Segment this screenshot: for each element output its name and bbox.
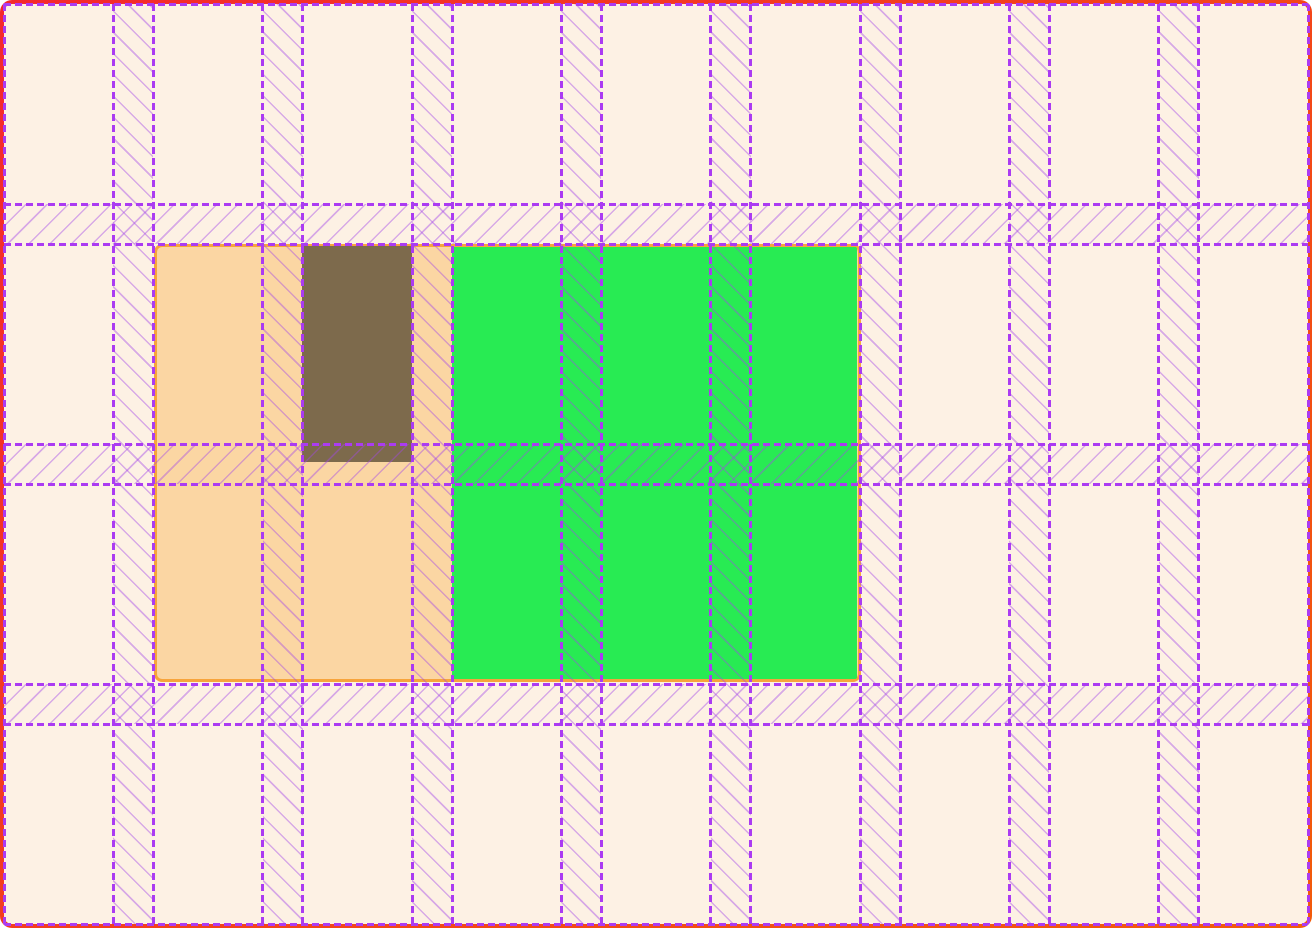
page-background [4, 4, 1308, 924]
